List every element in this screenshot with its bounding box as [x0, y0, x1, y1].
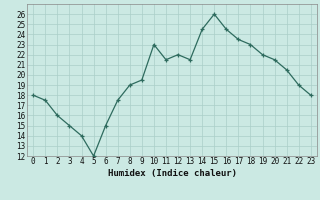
X-axis label: Humidex (Indice chaleur): Humidex (Indice chaleur): [108, 169, 236, 178]
